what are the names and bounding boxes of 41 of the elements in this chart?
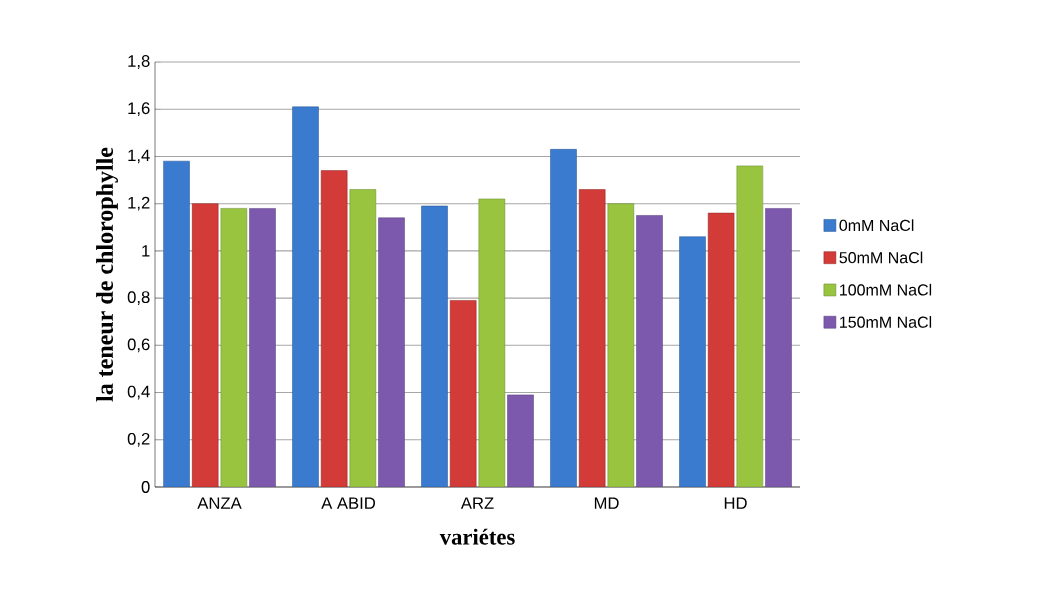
y-tick-label: 1,6 bbox=[128, 102, 150, 117]
bar bbox=[607, 203, 635, 487]
legend-label: 150mM NaCl bbox=[840, 316, 932, 328]
bar bbox=[292, 106, 319, 487]
bar bbox=[578, 189, 606, 487]
bar bbox=[449, 300, 477, 487]
legend-label: 100mM NaCl bbox=[840, 283, 932, 296]
bar bbox=[220, 208, 248, 487]
bar bbox=[736, 165, 764, 487]
bar bbox=[707, 212, 735, 487]
bar bbox=[765, 208, 792, 487]
bar bbox=[191, 203, 219, 487]
bar bbox=[320, 170, 348, 487]
y-tick-label: 1 bbox=[142, 245, 150, 257]
bar bbox=[349, 189, 377, 487]
y-tick-label: 1,2 bbox=[128, 196, 150, 211]
y-tick-label: 0,8 bbox=[127, 291, 150, 305]
y-tick-label: 1,4 bbox=[128, 149, 150, 164]
bar bbox=[249, 208, 276, 487]
y-tick-label: 0,2 bbox=[127, 432, 150, 447]
y-axis-title: la teneur de chlorophylle bbox=[96, 147, 118, 402]
bar bbox=[550, 149, 577, 487]
x-tick-label: MD bbox=[594, 497, 619, 509]
bar bbox=[679, 236, 706, 487]
x-tick-label: HD bbox=[724, 497, 747, 509]
bar bbox=[378, 217, 405, 487]
x-tick-label: A ABID bbox=[321, 497, 376, 509]
bar bbox=[478, 198, 506, 487]
legend-label: 0mM NaCl bbox=[839, 219, 914, 232]
bar bbox=[421, 205, 448, 487]
legend-label: 50mM NaCl bbox=[839, 251, 923, 264]
bar bbox=[507, 394, 534, 487]
bar bbox=[636, 215, 663, 487]
y-tick-label: 0,4 bbox=[127, 385, 150, 400]
x-axis-title: variétes bbox=[439, 528, 515, 545]
bar bbox=[163, 160, 190, 487]
y-tick-label: 0,6 bbox=[127, 338, 150, 353]
x-tick-label: ARZ bbox=[460, 497, 494, 509]
y-tick-label: 0 bbox=[141, 481, 150, 493]
x-tick-label: ANZA bbox=[197, 497, 242, 509]
y-tick-label: 1,8 bbox=[128, 55, 150, 69]
